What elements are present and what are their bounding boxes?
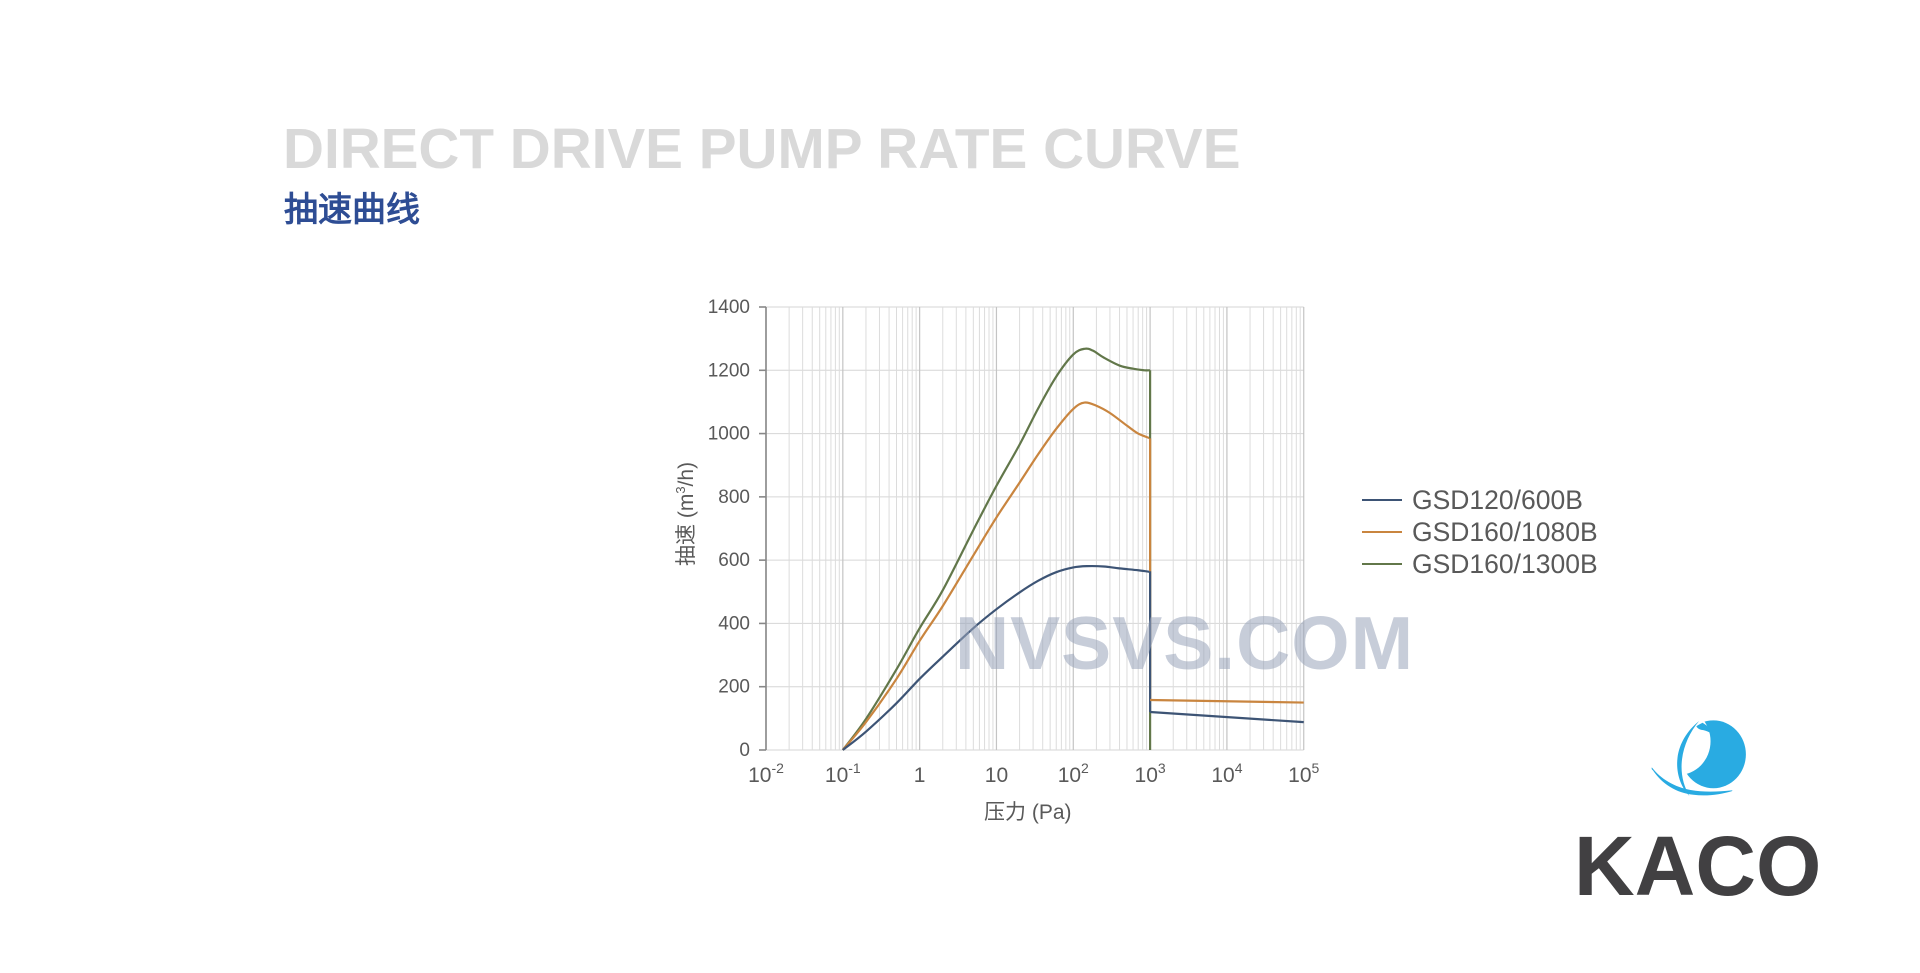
svg-text:10: 10 xyxy=(985,764,1008,787)
svg-text:800: 800 xyxy=(718,487,750,508)
svg-text:104: 104 xyxy=(1211,760,1242,787)
svg-text:1: 1 xyxy=(914,764,926,787)
svg-text:103: 103 xyxy=(1135,760,1166,787)
svg-text:1200: 1200 xyxy=(708,360,750,381)
svg-text:1400: 1400 xyxy=(708,297,750,318)
svg-text:600: 600 xyxy=(718,550,750,571)
svg-text:1000: 1000 xyxy=(708,424,750,445)
svg-text:0: 0 xyxy=(739,740,750,761)
svg-text:105: 105 xyxy=(1288,760,1319,787)
svg-text:102: 102 xyxy=(1058,760,1089,787)
svg-text:10-2: 10-2 xyxy=(748,760,784,787)
svg-text:10-1: 10-1 xyxy=(825,760,861,787)
svg-text:200: 200 xyxy=(718,677,750,698)
svg-text:400: 400 xyxy=(718,613,750,634)
